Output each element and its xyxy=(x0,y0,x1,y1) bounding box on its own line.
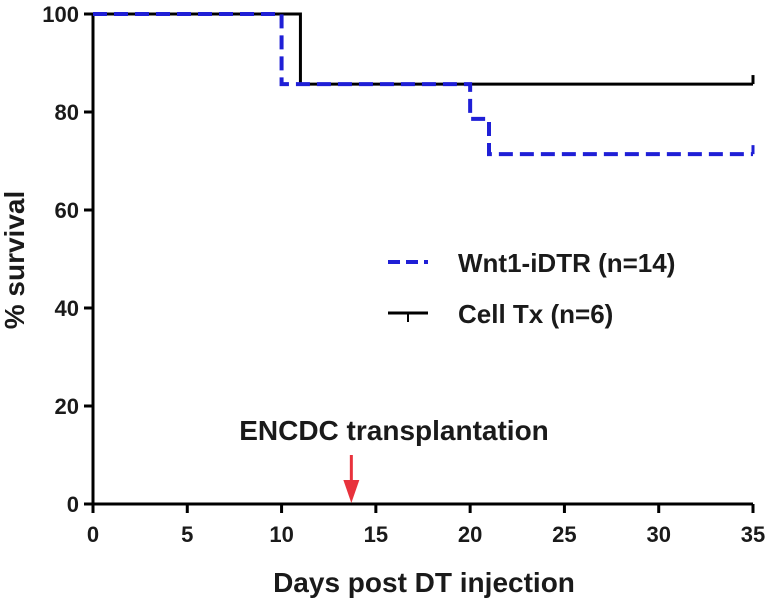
x-ticks: 0 5 10 15 20 25 30 35 xyxy=(87,504,765,547)
x-axis-title: Days post DT injection xyxy=(273,567,575,598)
x-tick-label: 20 xyxy=(458,522,482,547)
x-tick-label: 5 xyxy=(181,522,193,547)
y-tick-label: 60 xyxy=(55,198,79,223)
x-tick-label: 10 xyxy=(269,522,293,547)
legend-label-wnt1-idtr: Wnt1-iDTR (n=14) xyxy=(458,248,675,278)
axes xyxy=(91,14,753,506)
series-line-wnt1-idtr xyxy=(93,12,753,157)
x-tick-label: 15 xyxy=(364,522,388,547)
annotation: ENCDC transplantation xyxy=(239,415,549,503)
y-tick-label: 20 xyxy=(55,394,79,419)
x-tick-label: 30 xyxy=(646,522,670,547)
y-tick-label: 0 xyxy=(67,492,79,517)
x-tick-label: 25 xyxy=(552,522,576,547)
x-tick-label: 0 xyxy=(87,522,99,547)
annotation-text: ENCDC transplantation xyxy=(239,415,549,446)
series-layer xyxy=(93,12,755,157)
legend: Wnt1-iDTR (n=14) Cell Tx (n=6) xyxy=(388,248,675,329)
y-tick-label: 80 xyxy=(55,100,79,125)
series-line-cell-tx xyxy=(93,12,753,86)
legend-label-cell-tx: Cell Tx (n=6) xyxy=(458,299,613,329)
y-tick-label: 100 xyxy=(42,2,79,27)
x-tick-label: 35 xyxy=(741,522,765,547)
annotation-arrow-head xyxy=(343,480,360,503)
y-axis-title: % survival xyxy=(0,191,30,330)
y-ticks: 0 20 40 60 80 100 xyxy=(42,2,93,517)
y-tick-label: 40 xyxy=(55,296,79,321)
